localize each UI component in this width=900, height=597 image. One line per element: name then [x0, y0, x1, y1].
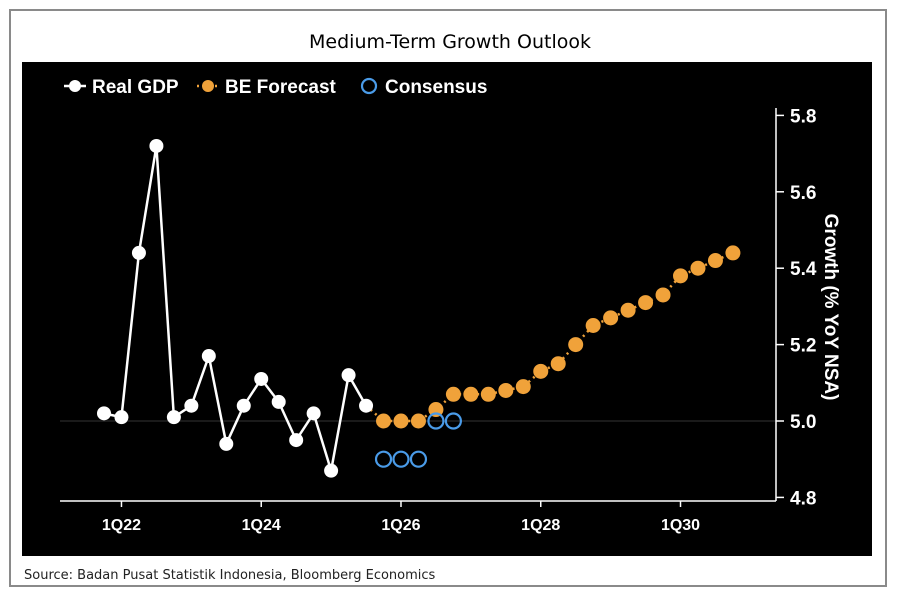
source-note: Source: Badan Pusat Statistik Indonesia,… — [24, 568, 436, 583]
be-forecast-point — [550, 356, 566, 372]
y-tick-label: 5.6 — [790, 183, 816, 204]
real-gdp-point — [131, 245, 146, 260]
legend-real-gdp-marker — [69, 80, 81, 92]
legend-consensus-marker — [360, 77, 378, 95]
y-tick-label: 5.0 — [790, 412, 816, 433]
chart-frame — [9, 9, 887, 587]
be-forecast-point — [725, 245, 741, 261]
be-forecast-point — [638, 295, 654, 311]
x-tick-label: 1Q30 — [661, 517, 700, 534]
be-forecast-point — [480, 386, 496, 402]
y-axis-label: Growth (% YoY NSA) — [820, 214, 841, 401]
legend: Real GDP BE Forecast Consensus — [64, 77, 487, 98]
real-gdp-point — [341, 368, 356, 383]
consensus-point — [392, 450, 410, 468]
real-gdp-point — [219, 436, 234, 451]
series-line-real-gdp — [103, 145, 368, 472]
plot-background — [22, 62, 872, 556]
real-gdp-point — [324, 463, 339, 478]
real-gdp-point — [289, 433, 304, 448]
real-gdp-point — [271, 394, 286, 409]
be-forecast-point — [690, 260, 706, 276]
real-gdp-point — [149, 138, 164, 153]
legend-be-forecast-marker — [202, 80, 214, 92]
real-gdp-point — [236, 398, 251, 413]
legend-be-forecast-label: BE Forecast — [225, 77, 337, 98]
real-gdp-point — [184, 398, 199, 413]
consensus-point — [427, 412, 445, 430]
real-gdp-point — [306, 406, 321, 421]
be-forecast-point — [498, 382, 514, 398]
real-gdp-point — [166, 410, 181, 425]
be-forecast-point — [568, 337, 584, 353]
chart-title: Medium-Term Growth Outlook — [309, 31, 591, 53]
be-forecast-point — [673, 268, 689, 284]
legend-consensus-label: Consensus — [385, 77, 487, 98]
consensus-point — [374, 450, 393, 468]
y-tick-label: 5.4 — [790, 259, 817, 280]
series-line-be-forecast — [365, 251, 734, 423]
real-gdp-point — [359, 398, 374, 413]
be-forecast-point — [410, 413, 426, 429]
be-forecast-point — [376, 413, 392, 429]
be-forecast-point — [445, 386, 461, 402]
be-forecast-point — [463, 386, 479, 402]
be-forecast-point — [655, 287, 671, 303]
be-forecast-point — [533, 363, 549, 379]
be-forecast-point — [515, 379, 531, 395]
be-forecast-point — [620, 302, 636, 318]
x-tick-label: 1Q22 — [102, 517, 141, 534]
legend-real-gdp-label: Real GDP — [92, 77, 179, 98]
y-tick-label: 4.8 — [790, 488, 816, 509]
consensus-point — [444, 412, 462, 430]
y-tick-label: 5.2 — [790, 336, 816, 357]
be-forecast-point — [603, 310, 619, 326]
x-tick-label: 1Q28 — [521, 517, 560, 534]
x-tick-label: 1Q26 — [381, 517, 420, 534]
y-tick-label: 5.8 — [790, 106, 816, 127]
consensus-point — [409, 450, 428, 468]
real-gdp-point — [201, 349, 216, 364]
real-gdp-point — [97, 406, 111, 421]
be-forecast-point — [393, 413, 409, 429]
be-forecast-point — [707, 253, 723, 269]
real-gdp-point — [114, 410, 129, 425]
real-gdp-point — [254, 371, 269, 386]
x-tick-label: 1Q24 — [242, 517, 281, 534]
be-forecast-point — [585, 318, 601, 333]
